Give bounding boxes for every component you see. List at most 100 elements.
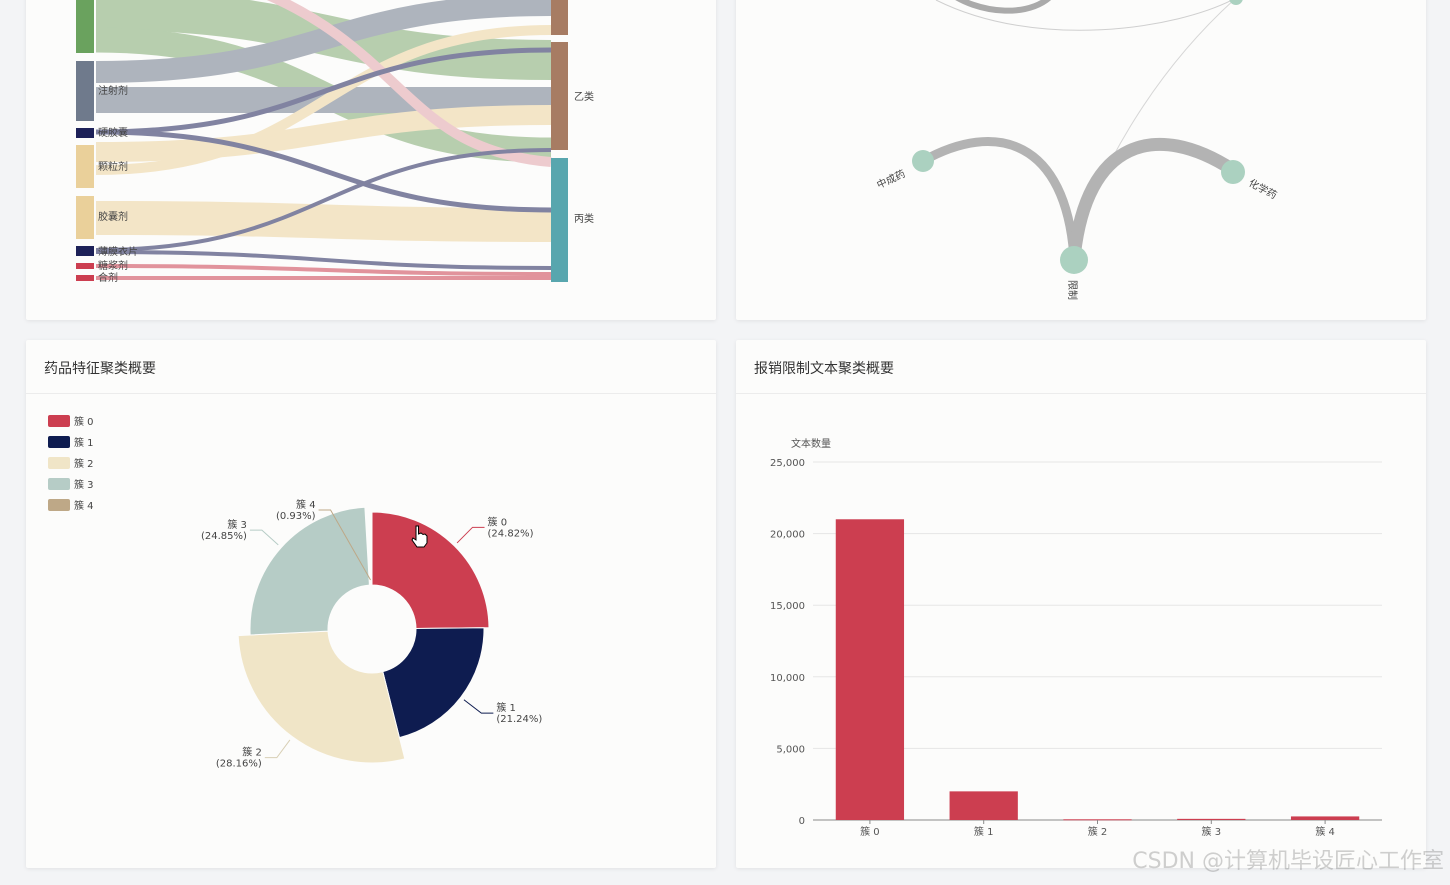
pie-label-percent: (24.82%) [488, 528, 534, 539]
bar[interactable] [1063, 819, 1132, 821]
sankey-target-label: 丙类 [574, 212, 594, 225]
x-tick-label: 簇 3 [1202, 825, 1222, 838]
sankey-link [95, 105, 552, 162]
legend-label[interactable]: 簇 0 [74, 415, 94, 428]
legend-swatch[interactable] [48, 478, 70, 490]
pie-label-name: 簇 4 [296, 498, 316, 511]
sankey-link [95, 264, 552, 276]
sankey-source-label: 胶囊剂 [98, 210, 128, 223]
pie-chart: 簇 0簇 1簇 2簇 3簇 4 簇 0(24.82%)簇 1(21.24%)簇 … [48, 415, 542, 770]
sankey-node [76, 196, 94, 239]
network-node[interactable] [1221, 160, 1245, 184]
sankey-node [551, 42, 568, 150]
hand-cursor-icon [411, 525, 428, 548]
pie-slice[interactable] [371, 511, 490, 630]
bar[interactable] [1290, 816, 1360, 820]
sankey-node [76, 61, 94, 121]
sankey-link [95, 129, 552, 213]
sankey-link [95, 250, 552, 270]
sankey-node [76, 145, 94, 188]
y-tick-label: 15,000 [770, 601, 805, 612]
sankey-node [76, 263, 94, 269]
network-node[interactable] [1229, 0, 1243, 5]
sankey-link [95, 25, 552, 175]
sankey-node [76, 246, 94, 256]
network-edge [955, 0, 1051, 14]
sankey-node [76, 275, 94, 281]
sankey-source-label: 合剂 [98, 271, 118, 284]
legend-swatch[interactable] [48, 415, 70, 427]
pie-slice[interactable] [237, 630, 406, 764]
pie-label-percent: (21.24%) [496, 714, 542, 725]
sankey-link [95, 0, 552, 83]
bar-card: 报销限制文本聚类概要 文本数量 0 5,000 10,000 15,000 20,000… [736, 340, 1426, 868]
sankey-source-label: 糖浆剂 [98, 259, 128, 272]
sankey-card: 注射剂 硬胶囊 颗粒剂 胶囊剂 薄膜衣片 糖浆剂 合剂 乙类 丙类 [26, 0, 716, 320]
pie-slice[interactable] [368, 583, 373, 586]
y-axis-label: 文本数量 [791, 437, 831, 450]
x-tick-label: 簇 2 [1088, 825, 1108, 838]
sankey-node [76, 0, 94, 53]
pie-label-percent: (24.85%) [201, 531, 247, 542]
sankey-source-label: 薄膜衣片 [98, 245, 138, 258]
sankey-chart: 注射剂 硬胶囊 颗粒剂 胶囊剂 薄膜衣片 糖浆剂 合剂 乙类 丙类 [76, 0, 594, 284]
x-tick-label: 簇 1 [974, 825, 994, 838]
legend-swatch[interactable] [48, 457, 70, 469]
pie-leader-line [456, 526, 485, 544]
pie-legend: 簇 0 簇 1 簇 2 簇 3 簇 4 [48, 415, 94, 512]
network-node[interactable] [912, 150, 934, 172]
x-tick-label: 簇 4 [1315, 825, 1335, 838]
pie-leader-line [463, 699, 494, 714]
y-tick-label: 10,000 [770, 673, 805, 684]
pie-card-title: 药品特征聚类概要 [44, 361, 156, 377]
pie-label-name: 簇 0 [488, 515, 508, 528]
legend-swatch[interactable] [48, 436, 70, 448]
sankey-target-label: 乙类 [574, 90, 594, 103]
network-edge [1067, 137, 1237, 259]
pie-label-name: 簇 2 [242, 746, 262, 759]
bar[interactable] [1177, 818, 1246, 820]
bar-card-title: 报销限制文本聚类概要 [754, 361, 894, 377]
legend-label[interactable]: 簇 4 [74, 499, 94, 512]
legend-swatch[interactable] [48, 499, 70, 511]
bar[interactable] [835, 519, 905, 820]
pie-leader-line [318, 509, 372, 581]
legend-label[interactable]: 簇 1 [74, 436, 94, 449]
y-tick-label: 5,000 [776, 744, 805, 755]
bar-chart: 文本数量 0 5,000 10,000 15,000 20,000 25,000 簇 0 簇… [770, 437, 1382, 838]
network-edge [1073, 0, 1235, 256]
pie-label-name: 簇 1 [496, 701, 516, 714]
sankey-link [95, 148, 552, 252]
network-node-label: 化学药 [1247, 176, 1280, 202]
bar[interactable] [949, 791, 1018, 820]
watermark: CSDN @计算机毕设匠心工作室 [1132, 849, 1444, 874]
sankey-source-label: 注射剂 [98, 84, 128, 97]
sankey-node [551, 0, 568, 35]
pie-slice[interactable] [249, 506, 370, 636]
y-tick-label: 25,000 [770, 458, 805, 469]
y-tick-label: 0 [799, 816, 805, 827]
divider [26, 393, 716, 394]
pie-label-name: 簇 3 [227, 518, 247, 531]
y-tick-label: 20,000 [770, 530, 805, 541]
sankey-node [76, 128, 94, 138]
network-edge [920, 137, 1079, 259]
legend-label[interactable]: 簇 2 [74, 457, 94, 470]
network-node-label: 中成药 [875, 167, 908, 191]
pie-leader-line [249, 529, 279, 546]
sankey-link [95, 47, 552, 135]
divider [736, 393, 1426, 394]
sankey-source-label: 硬胶囊 [98, 126, 128, 139]
pie-label-percent: (28.16%) [216, 759, 262, 770]
network-chart: 中成药 化学药 限制 [875, 0, 1280, 300]
sankey-node [551, 158, 568, 282]
pie-slice[interactable] [382, 627, 485, 739]
legend-label[interactable]: 簇 3 [74, 478, 94, 491]
network-node[interactable] [1060, 246, 1088, 274]
sankey-source-label: 颗粒剂 [98, 160, 128, 173]
network-card: 中成药 化学药 限制 [736, 0, 1426, 320]
network-edge [935, 0, 1234, 31]
x-tick-label: 簇 0 [860, 825, 880, 838]
sankey-link [95, 201, 552, 242]
